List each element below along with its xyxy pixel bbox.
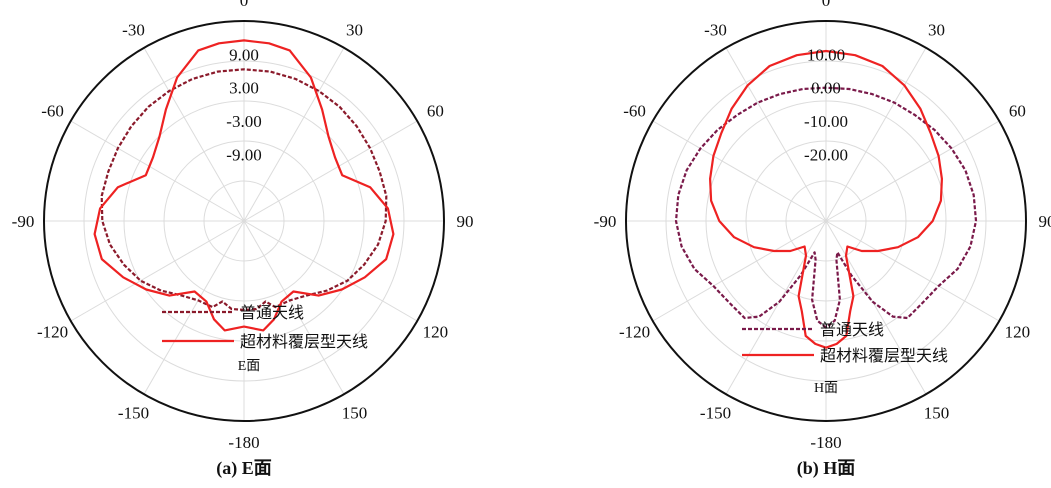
angle-tick-label: -60 xyxy=(623,102,646,121)
angle-tick-label: 60 xyxy=(1009,102,1026,121)
angle-tick-label: 90 xyxy=(457,212,474,231)
legend-label-normal-antenna: 普通天线 xyxy=(240,304,304,322)
radial-tick-label: 10.00 xyxy=(807,45,845,64)
radial-tick-label: -10.00 xyxy=(804,112,848,131)
radial-tick-label: -20.00 xyxy=(804,145,848,164)
legend: 普通天线 超材料覆层型天线 H面 xyxy=(742,321,948,396)
angle-tick-label: -90 xyxy=(12,212,35,231)
angle-tick-labels: 0 30 60 90 120 150 -180 -150 -120 -90 -6… xyxy=(12,0,474,452)
grid-spoke xyxy=(825,220,927,395)
angle-tick-label: 0 xyxy=(822,0,831,10)
figure-caption: (a) E面 xyxy=(216,458,272,479)
angle-tick-label: -120 xyxy=(619,323,650,342)
series-line-metamaterial-antenna xyxy=(93,39,395,332)
radial-tick-label: -9.00 xyxy=(226,145,261,164)
angle-tick-label: 150 xyxy=(342,403,368,422)
angle-tick-labels: 0 30 60 90 120 150 -180 -150 -120 -90 -6… xyxy=(594,0,1051,452)
grid-spoke xyxy=(70,220,245,322)
radial-tick-label: 9.00 xyxy=(229,45,259,64)
legend-label-normal-antenna: 普通天线 xyxy=(820,321,884,339)
angle-tick-label: 0 xyxy=(240,0,249,10)
radial-tick-labels: -20.00 -10.00 0.00 10.00 xyxy=(804,45,848,164)
legend-label-metamaterial-antenna: 超材料覆层型天线 xyxy=(820,347,948,365)
outer-circle xyxy=(625,20,1027,422)
angle-tick-label: -60 xyxy=(41,102,64,121)
legend: 普通天线 超材料覆层型天线 E面 xyxy=(162,304,368,374)
angle-tick-label: -150 xyxy=(700,403,731,422)
angle-tick-label: 150 xyxy=(924,403,950,422)
angle-tick-label: -90 xyxy=(594,212,617,231)
legend-label-metamaterial-antenna: 超材料覆层型天线 xyxy=(240,333,368,351)
polar-grid xyxy=(43,20,445,422)
grid-spoke xyxy=(143,47,245,222)
grid-spoke xyxy=(725,47,827,222)
outer-circle xyxy=(43,20,445,422)
grid-spoke xyxy=(70,120,245,222)
angle-tick-label: -180 xyxy=(228,433,259,452)
angle-tick-label: 30 xyxy=(346,21,363,40)
polar-grid xyxy=(625,20,1027,422)
angle-tick-label: -150 xyxy=(118,403,149,422)
angle-tick-label: 120 xyxy=(423,323,449,342)
grid-spoke xyxy=(243,47,345,222)
angle-tick-label: 60 xyxy=(427,102,444,121)
series-line-normal-antenna xyxy=(674,86,978,329)
grid-spoke xyxy=(825,220,1000,322)
series-lines xyxy=(93,39,395,332)
grid-spoke xyxy=(652,120,827,222)
grid-spoke xyxy=(652,220,827,322)
radial-tick-label: -3.00 xyxy=(226,112,261,131)
grid-spoke xyxy=(143,220,245,395)
grid-spoke xyxy=(243,120,418,222)
angle-tick-label: 120 xyxy=(1005,323,1031,342)
angle-tick-label: -30 xyxy=(704,21,727,40)
plane-annotation: H面 xyxy=(814,381,838,396)
series-line-normal-antenna xyxy=(100,68,388,311)
angle-tick-label: 30 xyxy=(928,21,945,40)
radial-tick-labels: -9.00 -3.00 3.00 9.00 xyxy=(226,45,261,164)
radial-tick-label: 3.00 xyxy=(229,79,259,98)
polar-chart-e-plane: 0 30 60 90 120 150 -180 -150 -120 -90 -6… xyxy=(12,0,474,479)
figure-caption: (b) H面 xyxy=(797,458,856,479)
angle-tick-label: -180 xyxy=(810,433,841,452)
grid-spoke xyxy=(825,47,927,222)
series-lines xyxy=(674,49,978,349)
angle-tick-label: -120 xyxy=(37,323,68,342)
angle-tick-label: 90 xyxy=(1039,212,1051,231)
grid-spoke xyxy=(243,220,418,322)
plane-annotation: E面 xyxy=(238,359,261,374)
angle-tick-label: -30 xyxy=(122,21,145,40)
polar-chart-h-plane: 0 30 60 90 120 150 -180 -150 -120 -90 -6… xyxy=(594,0,1051,479)
series-line-metamaterial-antenna xyxy=(709,49,943,349)
grid-spoke xyxy=(725,220,827,395)
grid-spoke xyxy=(825,120,1000,222)
grid-spoke xyxy=(243,220,345,395)
radial-tick-label: 0.00 xyxy=(811,79,841,98)
